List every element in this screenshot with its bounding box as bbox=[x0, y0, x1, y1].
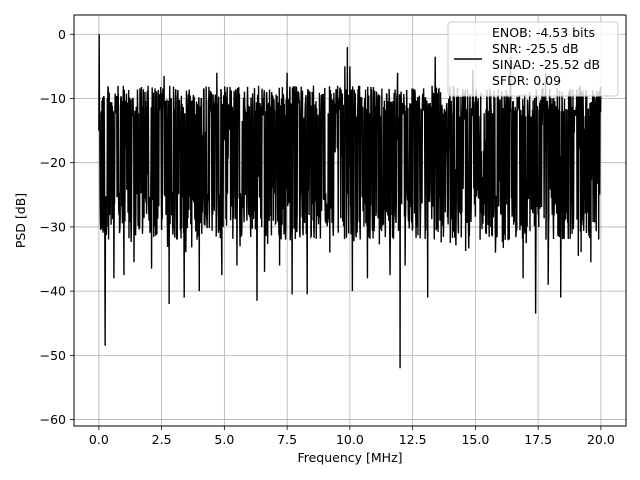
y-tick-label: −40 bbox=[40, 284, 66, 299]
x-axis-ticks: 0.0 2.5 5.0 7.5 10.0 12.5 15.0 17.5 20.0 bbox=[89, 426, 615, 447]
x-tick-label: 0.0 bbox=[89, 432, 109, 447]
x-tick-label: 2.5 bbox=[152, 432, 172, 447]
x-tick-label: 5.0 bbox=[214, 432, 234, 447]
y-axis-title: PSD [dB] bbox=[13, 193, 28, 248]
y-tick-label: −50 bbox=[40, 348, 66, 363]
y-tick-label: −60 bbox=[40, 412, 66, 427]
x-tick-label: 12.5 bbox=[399, 432, 427, 447]
x-tick-label: 7.5 bbox=[277, 432, 297, 447]
y-axis-ticks: 0 −10 −20 −30 −40 −50 −60 bbox=[40, 27, 74, 427]
x-tick-label: 15.0 bbox=[461, 432, 489, 447]
y-tick-label: −10 bbox=[40, 91, 66, 106]
legend-entry-text: SNR: -25.5 dB bbox=[492, 41, 579, 56]
y-tick-label: 0 bbox=[58, 27, 66, 42]
legend-box bbox=[447, 21, 619, 97]
x-tick-label: 17.5 bbox=[524, 432, 552, 447]
x-tick-label: 10.0 bbox=[336, 432, 364, 447]
x-tick-label: 20.0 bbox=[587, 432, 615, 447]
legend-entry-text: ENOB: -4.53 bits bbox=[492, 25, 595, 40]
legend-entry-text: SFDR: 0.09 bbox=[492, 73, 561, 88]
y-tick-label: −20 bbox=[40, 155, 66, 170]
x-axis-title: Frequency [MHz] bbox=[297, 450, 402, 465]
legend-entry-text: SINAD: -25.52 dB bbox=[492, 57, 600, 72]
psd-series-line bbox=[98, 34, 602, 369]
y-tick-label: −30 bbox=[40, 219, 66, 234]
series-layer bbox=[98, 34, 602, 369]
